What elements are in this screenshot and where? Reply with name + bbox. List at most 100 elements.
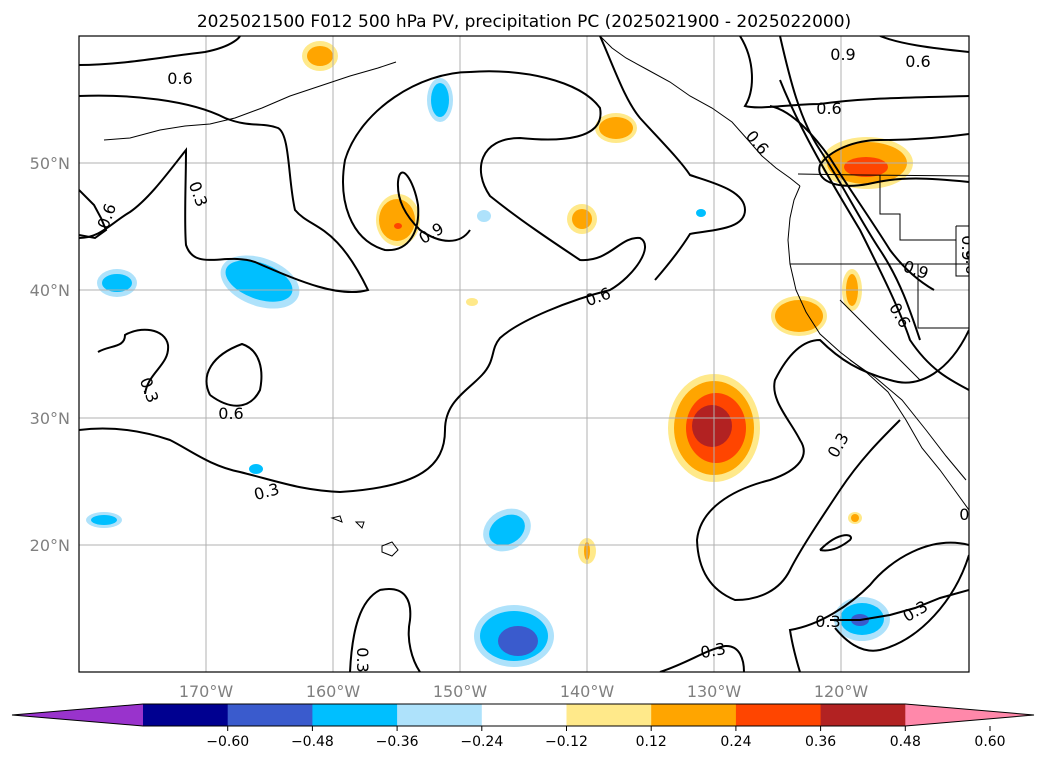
anomaly-far-west-mid: [102, 274, 132, 292]
colorbar-tick-label: 0.48: [890, 734, 921, 750]
anomaly-hawaii-east-mid: [489, 514, 525, 546]
colorbar-segment: [735, 704, 822, 726]
lon-label-170w: 170°W: [179, 682, 234, 701]
lat-label-30n: 30°N: [30, 409, 70, 428]
lat-label-40n: 40°N: [30, 281, 70, 300]
coastlines: [103, 36, 969, 557]
lon-label-130w: 130°W: [687, 682, 742, 701]
colorbar-tick-label: 0.60: [974, 734, 1005, 750]
pv-contour-sw-03: [97, 328, 170, 395]
pv-contour-east-03: [695, 329, 969, 602]
colorbar-tick-label: 0.36: [805, 734, 836, 750]
colorbar-extend-high: [905, 704, 1034, 726]
colorbar-extend-low: [12, 704, 143, 726]
pv-contour-west-06: [79, 189, 108, 240]
anomaly-small-neg-3: [249, 464, 263, 474]
contour-label-22: 0.3: [959, 505, 984, 524]
state-box-east: [955, 225, 969, 277]
colorbar-segment: [820, 704, 906, 726]
aleutian-islands: [103, 61, 397, 141]
colorbar-segment: [227, 704, 313, 726]
us-canada-border: [797, 173, 969, 177]
colorbar-segment: [651, 704, 737, 726]
anomaly-gulf-alaska-mid: [599, 117, 633, 139]
map-frame: [78, 35, 970, 673]
pv-contour-09-loop: [342, 71, 471, 252]
pv-contour-south-03b: [659, 644, 745, 672]
lon-label-140w: 140°W: [560, 682, 615, 701]
anomaly-small-1: [466, 298, 478, 306]
pv-contour-coast-06: [779, 79, 969, 391]
colorbar-tick-label: −0.12: [545, 734, 588, 750]
pv-contour-ne-06b: [879, 36, 969, 53]
contour-label-12: 0.6: [905, 52, 930, 71]
colorbar: −0.60 −0.48 −0.36 −0.24 −0.12 0.12 0.24 0.36 0.4…: [11, 703, 1035, 750]
west-coast: [787, 185, 969, 511]
contour-label-9: 0.3: [353, 647, 372, 672]
contour-label-10: 0.6: [816, 99, 841, 118]
pv-contour-sw-06: [205, 342, 263, 407]
anomaly-central-pacific-mid: [379, 199, 415, 241]
anomaly-south-pacific-low: [498, 626, 538, 656]
positive-anomaly-shading: [302, 41, 913, 564]
colorbar-tick-label: 0.12: [636, 734, 667, 750]
contour-label-19: 0.3: [699, 639, 727, 662]
lon-label-120w: 120°W: [814, 682, 869, 701]
contour-label-7: 0.6: [218, 404, 243, 423]
pv-contour-06-east: [599, 36, 747, 281]
colorbar-segment: [481, 704, 567, 726]
lat-label-20n: 20°N: [30, 536, 70, 555]
pv-contour-se-03: [788, 541, 969, 672]
pv-contour-west-03: [79, 94, 370, 294]
state-borders-south: [790, 263, 969, 381]
anomaly-north-pacific-mid: [431, 83, 449, 117]
colorbar-tick-label: −0.60: [206, 734, 249, 750]
anomaly-small-neg-2: [696, 209, 706, 217]
pv-contour-ne-09: [818, 133, 969, 187]
colorbar-segment: [566, 704, 652, 726]
contour-label-16: 0.9: [958, 235, 977, 260]
contour-label-17: 0.6: [962, 249, 981, 274]
lon-label-160w: 160°W: [306, 682, 361, 701]
anomaly-east-pacific-mid: [572, 209, 592, 229]
anomaly-small-2-mid: [851, 514, 859, 522]
lon-label-150w: 150°W: [433, 682, 488, 701]
lat-label-50n: 50°N: [30, 154, 70, 173]
pv-contours: [79, 36, 969, 672]
hawaii-islands: [330, 515, 399, 557]
pv-contour-coast-09b: [779, 36, 921, 341]
colorbar-tick-label: −0.24: [460, 734, 503, 750]
state-borders-north: [879, 175, 956, 241]
contour-labels: 0.6 0.3 0.6 0.9 0.6 0.3 0.6 0.3 0.3 0.6 …: [94, 45, 984, 672]
pv-contour-se-03c: [834, 554, 969, 652]
colorbar-tick-label: 0.24: [720, 734, 751, 750]
pv-contour-small-se: [819, 534, 852, 552]
colorbar-segment: [397, 704, 483, 726]
anomaly-california-mid: [775, 300, 823, 332]
alaska-bc-coast: [599, 36, 801, 187]
pv-contour-south-03: [349, 588, 421, 672]
longitude-labels: 170°W 160°W 150°W 140°W 130°W 120°W: [179, 682, 869, 701]
negative-anomaly-shading: [86, 78, 890, 667]
map-area: 0.6 0.3 0.6 0.9 0.6 0.3 0.6 0.3 0.3 0.6 …: [79, 36, 984, 672]
contour-label-1: 0.6: [167, 69, 192, 88]
pv-contour-se-03b: [830, 589, 969, 621]
colorbar-segment: [143, 704, 229, 726]
latitude-labels: 50°N 40°N 30°N 20°N: [30, 154, 70, 555]
anomaly-center-30n130w-peak: [692, 405, 732, 447]
colorbar-tick-label: −0.36: [376, 734, 419, 750]
colorbar-tick-label: −0.48: [291, 734, 334, 750]
colorbar-outline: [11, 703, 1035, 727]
anomaly-sw-corner-mid: [91, 515, 117, 525]
figure-title: 2025021500 F012 500 hPa PV, precipitatio…: [197, 12, 851, 32]
contour-label-11: 0.9: [830, 45, 855, 64]
anomaly-aleutian-mid: [307, 46, 333, 66]
pv-contour-06-main: [79, 70, 646, 494]
map-background: [79, 36, 969, 672]
pv-contour-nw: [79, 36, 241, 66]
contour-label-20: 0.3: [815, 612, 840, 631]
anomaly-northwest-us-high: [844, 157, 888, 177]
anomaly-small-neg-1: [477, 210, 491, 222]
anomaly-central-pacific-high: [394, 223, 402, 229]
